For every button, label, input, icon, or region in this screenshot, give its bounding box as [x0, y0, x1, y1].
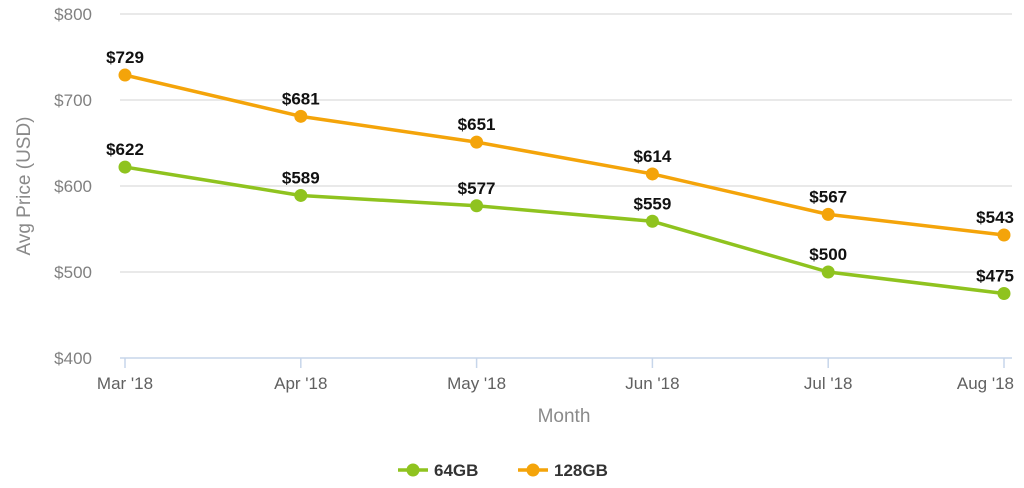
data-point-64gb[interactable] [294, 188, 308, 202]
x-tick-label: Jun '18 [625, 374, 679, 393]
data-point-64gb[interactable] [118, 160, 132, 174]
legend-swatch-marker [526, 463, 540, 477]
data-point-64gb[interactable] [645, 214, 659, 228]
data-label-128gb: $651 [458, 115, 496, 134]
data-point-128gb[interactable] [997, 228, 1011, 242]
legend-item-128gb[interactable]: 128GB [518, 461, 608, 480]
x-axis: Mar '18 Apr '18 May '18 Jun '18 Jul '18 Aug '… [97, 357, 1014, 393]
data-label-64gb: $559 [633, 194, 671, 213]
x-axis-title: Month [538, 406, 591, 427]
data-label-128gb: $729 [106, 48, 144, 67]
data-point-128gb[interactable] [470, 135, 484, 149]
y-tick-label: $500 [54, 263, 92, 282]
series-128gb: $729 $681 $651 $614 $567 $543 [106, 48, 1014, 242]
data-point-128gb[interactable] [118, 68, 132, 82]
legend-swatch-marker [406, 463, 420, 477]
y-tick-label: $600 [54, 177, 92, 196]
y-tick-label: $700 [54, 91, 92, 110]
data-label-64gb: $589 [282, 168, 320, 187]
data-label-64gb: $577 [458, 179, 496, 198]
data-label-64gb: $622 [106, 140, 144, 159]
data-point-64gb[interactable] [470, 199, 484, 213]
legend-label-128gb: 128GB [554, 461, 608, 480]
y-axis-title: Avg Price (USD) [14, 116, 35, 255]
data-point-64gb[interactable] [821, 265, 835, 279]
x-tick-label: Aug '18 [957, 374, 1014, 393]
series-layer: $622 $589 $577 $559 $500 $475 $729 $681 $651 $614… [106, 48, 1014, 300]
x-tick-label: Apr '18 [274, 374, 327, 393]
legend-item-64gb[interactable]: 64GB [398, 461, 478, 480]
series-line-64gb [123, 165, 1006, 296]
legend: 64GB 128GB [398, 461, 608, 480]
data-point-64gb[interactable] [997, 287, 1011, 300]
data-point-128gb[interactable] [821, 207, 835, 221]
series-64gb: $622 $589 $577 $559 $500 $475 [106, 140, 1014, 300]
x-tick-label: Mar '18 [97, 374, 153, 393]
data-label-64gb: $500 [809, 245, 847, 264]
x-tick-label: May '18 [447, 374, 506, 393]
y-axis: $400 $500 $600 $700 $800 [54, 5, 92, 368]
y-tick-label: $800 [54, 5, 92, 24]
y-tick-label: $400 [54, 349, 92, 368]
data-label-128gb: $681 [282, 89, 320, 108]
data-label-128gb: $567 [809, 187, 847, 206]
series-line-128gb [123, 73, 1006, 237]
data-label-128gb: $543 [976, 208, 1014, 227]
legend-label-64gb: 64GB [434, 461, 478, 480]
x-tick-label: Jul '18 [804, 374, 853, 393]
grid-lines [120, 13, 1012, 273]
data-label-64gb: $475 [976, 267, 1014, 286]
data-point-128gb[interactable] [294, 109, 308, 123]
data-point-128gb[interactable] [645, 167, 659, 181]
data-label-128gb: $614 [633, 147, 671, 166]
